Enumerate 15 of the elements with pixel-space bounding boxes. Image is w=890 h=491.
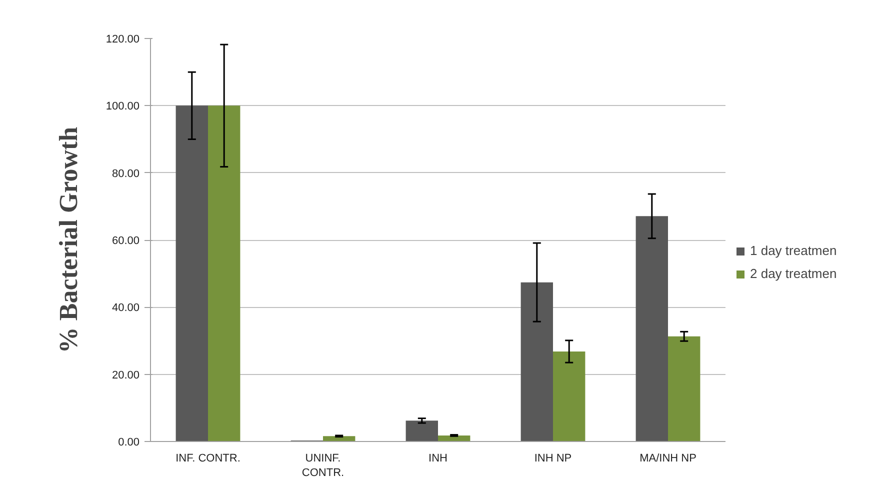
x-tick-label: MA/INH NP bbox=[640, 452, 696, 464]
y-tick-label: 100.00 bbox=[106, 100, 140, 113]
legend-label: 1 day treatmen bbox=[750, 243, 837, 258]
x-tick-label: INH NP bbox=[534, 452, 572, 464]
y-tick-label: 20.00 bbox=[112, 369, 140, 382]
y-tick-label: 60.00 bbox=[112, 235, 140, 247]
x-tick-label: UNINF. CONTR. bbox=[302, 452, 344, 479]
legend-label: 2 day treatmen bbox=[750, 266, 837, 281]
y-tick-label: 40.00 bbox=[112, 302, 140, 314]
y-tick-label: 80.00 bbox=[112, 168, 140, 180]
x-tick-label: INH bbox=[428, 452, 448, 464]
y-axis-title: % Bacterial Growth bbox=[54, 126, 83, 354]
y-tick-label: 120.00 bbox=[106, 34, 140, 46]
x-tick-label: INF. CONTR. bbox=[176, 452, 240, 464]
y-tick-label: 0.00 bbox=[118, 436, 140, 448]
